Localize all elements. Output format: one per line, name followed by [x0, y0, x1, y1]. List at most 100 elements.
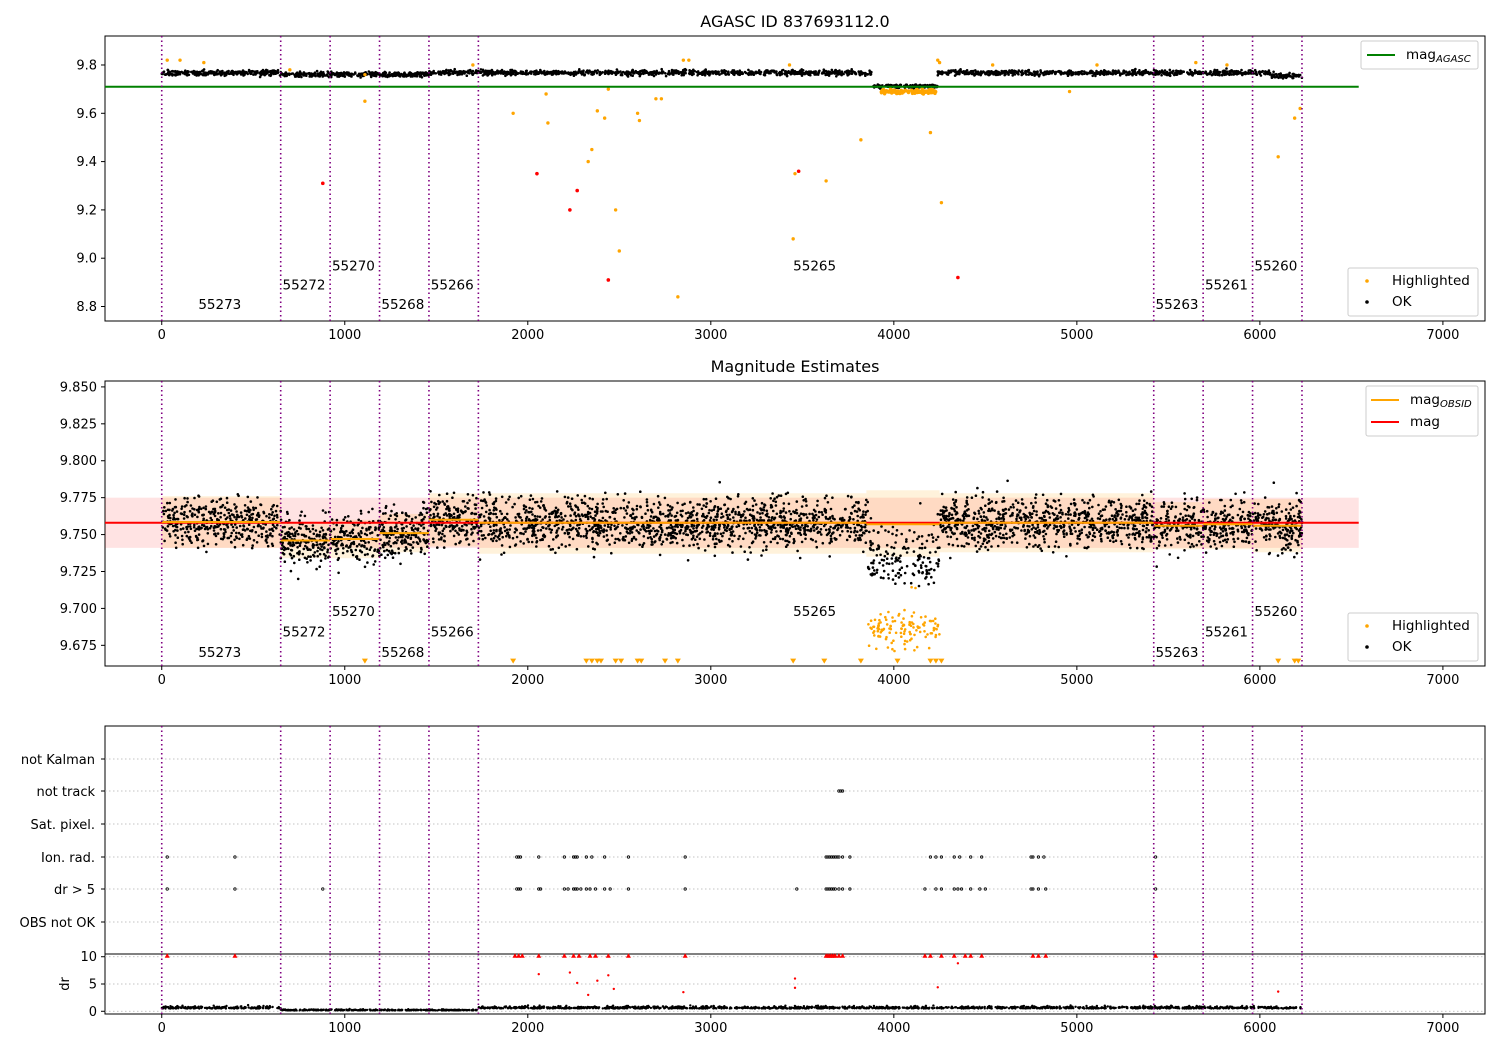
- ok-point: [533, 72, 536, 76]
- ok-point: [1080, 528, 1084, 531]
- ok-point: [1264, 538, 1268, 541]
- highlighted-point: [880, 88, 885, 93]
- ok-point: [511, 505, 514, 509]
- ok-point: [979, 545, 983, 548]
- ok-point: [1242, 71, 1245, 75]
- ok-point: [668, 505, 672, 508]
- ok-point: [293, 534, 297, 538]
- ok-point: [442, 546, 446, 549]
- ok-point: [1085, 72, 1089, 76]
- ok-point: [719, 532, 723, 536]
- ok-point: [260, 535, 264, 539]
- ok-point: [1148, 72, 1151, 76]
- ok-point: [595, 531, 599, 534]
- ok-point: [528, 524, 532, 528]
- highlighted-point: [178, 58, 182, 62]
- ok-point: [788, 510, 791, 513]
- ok-point: [731, 530, 735, 533]
- ok-point: [555, 72, 558, 76]
- ok-point: [810, 71, 814, 74]
- ok-point: [1168, 68, 1172, 72]
- ok-point: [750, 70, 753, 73]
- ok-point: [358, 74, 362, 77]
- ok-point: [928, 560, 932, 564]
- ok-point: [712, 70, 716, 74]
- ok-point: [302, 547, 306, 551]
- ok-point: [752, 519, 755, 522]
- ok-point: [1090, 71, 1094, 75]
- ok-point: [548, 518, 552, 522]
- ok-point: [605, 529, 608, 532]
- ok-point: [188, 537, 191, 541]
- ok-point: [604, 491, 607, 495]
- ok-point: [191, 507, 194, 510]
- ok-point: [698, 537, 702, 541]
- ok-point: [601, 498, 605, 501]
- ok-point: [726, 72, 730, 76]
- ok-point: [414, 535, 418, 539]
- ok-point: [1120, 72, 1123, 75]
- ok-point: [181, 542, 184, 546]
- ok-point: [625, 73, 629, 77]
- ok-point: [681, 538, 684, 542]
- highlighted-point: [872, 631, 875, 634]
- ok-point: [524, 69, 528, 73]
- ok-point: [733, 70, 737, 74]
- flagged-point: [575, 188, 580, 193]
- ok-point: [790, 70, 793, 73]
- ok-point: [864, 513, 867, 516]
- ok-point: [1034, 501, 1037, 504]
- highlighted-point: [1292, 116, 1297, 120]
- ok-point: [194, 72, 198, 76]
- ok-point: [438, 516, 442, 519]
- ok-point: [454, 71, 457, 75]
- ok-point: [396, 527, 399, 531]
- ok-point: [1187, 73, 1191, 76]
- ok-point: [873, 569, 876, 572]
- ok-point: [631, 74, 634, 77]
- ok-point: [533, 514, 537, 518]
- ok-point: [1291, 506, 1295, 510]
- obsid-label: 55261: [1205, 278, 1248, 294]
- ok-point: [436, 514, 439, 518]
- ok-point: [217, 512, 220, 515]
- ok-point: [353, 71, 357, 74]
- ok-point: [714, 497, 718, 501]
- ok-point: [1074, 71, 1077, 74]
- ok-point: [465, 529, 469, 533]
- ok-point: [228, 514, 232, 518]
- ok-point: [441, 532, 444, 536]
- ok-point: [831, 514, 834, 518]
- ok-point: [544, 71, 548, 75]
- ok-point: [692, 506, 695, 509]
- ok-point: [505, 531, 509, 535]
- ok-point: [1280, 510, 1284, 513]
- ok-point: [650, 540, 654, 544]
- ok-point: [520, 519, 524, 522]
- ok-point: [912, 550, 916, 553]
- ok-point: [899, 560, 902, 563]
- ok-point: [466, 493, 470, 496]
- highlighted-point: [918, 630, 922, 634]
- ok-point: [1132, 70, 1136, 74]
- ok-point: [951, 543, 955, 547]
- ok-point: [1241, 510, 1245, 514]
- ok-point: [758, 526, 762, 529]
- ok-point: [681, 68, 685, 72]
- highlighted-point: [546, 121, 550, 125]
- ok-point: [365, 547, 369, 550]
- ok-point: [949, 556, 952, 560]
- ok-point: [821, 71, 824, 74]
- ok-point: [1141, 71, 1144, 74]
- ok-point: [750, 72, 754, 76]
- ok-point: [1294, 538, 1297, 542]
- ok-point: [244, 517, 247, 520]
- ok-point: [742, 513, 745, 516]
- ok-point: [289, 553, 293, 557]
- ok-point: [1293, 519, 1297, 522]
- ok-point: [1095, 528, 1099, 531]
- ok-point: [166, 508, 170, 512]
- ok-point: [621, 70, 625, 74]
- ok-point: [1077, 73, 1080, 76]
- ok-point: [509, 68, 512, 72]
